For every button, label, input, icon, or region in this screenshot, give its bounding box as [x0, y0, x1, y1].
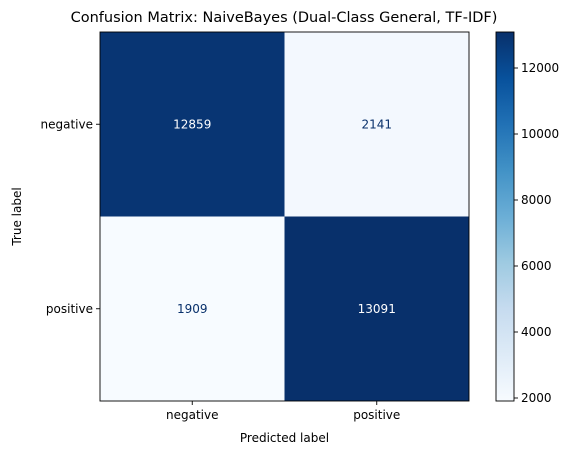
colorbar-tick-label: 10000 — [521, 127, 559, 141]
colorbar-tick-label: 2000 — [521, 391, 552, 405]
y-axis-ticks: negative positive — [41, 117, 100, 316]
x-tick-label: positive — [353, 408, 400, 422]
cell-value-label: 1909 — [177, 302, 208, 316]
colorbar-tick-label: 12000 — [521, 61, 559, 75]
x-tick-label: negative — [166, 408, 218, 422]
cell-negative-negative — [100, 32, 285, 217]
colorbar-tick-label: 4000 — [521, 325, 552, 339]
matrix-cells — [100, 32, 469, 401]
cell-negative-positive — [284, 32, 469, 217]
cell-positive-negative — [100, 216, 285, 401]
cell-value-label: 12859 — [173, 117, 211, 131]
x-axis-label: Predicted label — [240, 431, 329, 445]
chart-title: Confusion Matrix: NaiveBayes (Dual-Class… — [71, 10, 498, 26]
x-axis-ticks: negative positive — [166, 401, 400, 422]
cell-value-label: 2141 — [361, 117, 392, 131]
matrix-cell-labels: 12859 2141 1909 13091 — [173, 117, 396, 316]
cell-positive-positive — [284, 216, 469, 401]
colorbar-ticks: 2000 4000 6000 8000 10000 12000 — [514, 61, 559, 405]
y-tick-label: positive — [46, 302, 93, 316]
colorbar-tick-label: 8000 — [521, 193, 552, 207]
colorbar-tick-label: 6000 — [521, 259, 552, 273]
cell-value-label: 13091 — [358, 302, 396, 316]
colorbar — [495, 31, 515, 402]
y-axis-label: True label — [10, 187, 24, 246]
plot-frame — [99, 31, 470, 402]
y-tick-label: negative — [41, 117, 93, 131]
